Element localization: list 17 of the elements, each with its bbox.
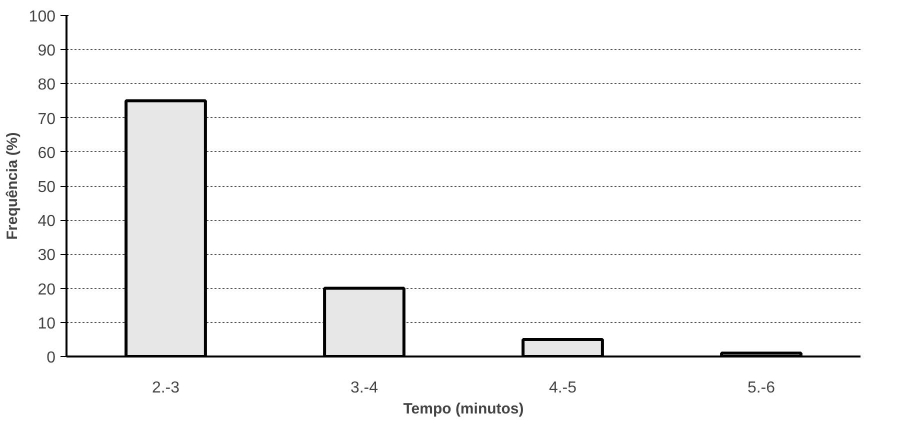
x-tick-label: 2.-3 (152, 380, 180, 396)
y-tick-label: 10 (38, 315, 56, 332)
y-tick-label: 0 (46, 350, 56, 366)
y-tick-label: 70 (38, 110, 56, 128)
y-tick-label: 90 (38, 42, 56, 60)
y-tick-label: 40 (38, 213, 56, 230)
y-tick-label: 30 (38, 247, 56, 264)
x-tick-label: 5.-6 (747, 380, 776, 396)
y-tick-label: 60 (38, 144, 56, 162)
y-tick-label: 80 (38, 76, 56, 94)
y-tick-label: 50 (38, 179, 56, 196)
x-tick-label: 4.-5 (548, 380, 577, 396)
x-axis-title: Tempo (minutos) (403, 400, 524, 418)
y-tick-label: 20 (38, 281, 56, 298)
y-tick-label: 100 (28, 8, 56, 26)
y-axis-title: Frequência (%) (4, 132, 21, 240)
x-tick-label: 3.-4 (350, 380, 378, 396)
